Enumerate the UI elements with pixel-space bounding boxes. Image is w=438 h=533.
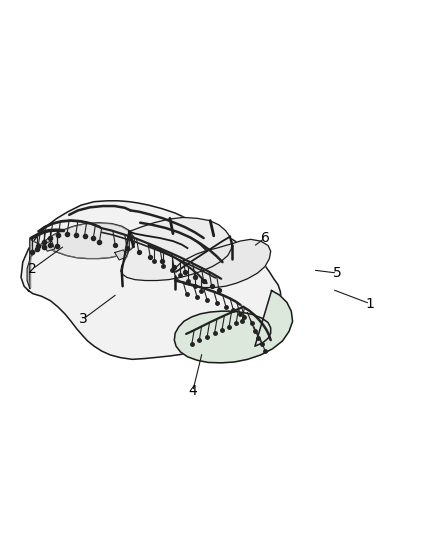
Text: 6: 6 (261, 231, 269, 245)
Polygon shape (27, 223, 135, 288)
Polygon shape (43, 241, 55, 251)
Polygon shape (174, 239, 271, 287)
Polygon shape (21, 201, 281, 359)
Polygon shape (121, 217, 232, 280)
Text: 4: 4 (188, 384, 197, 398)
Text: 5: 5 (333, 266, 342, 280)
Polygon shape (115, 250, 127, 260)
Polygon shape (174, 290, 293, 363)
Text: 2: 2 (28, 262, 37, 276)
Text: 1: 1 (366, 297, 374, 311)
Text: 3: 3 (79, 312, 88, 326)
